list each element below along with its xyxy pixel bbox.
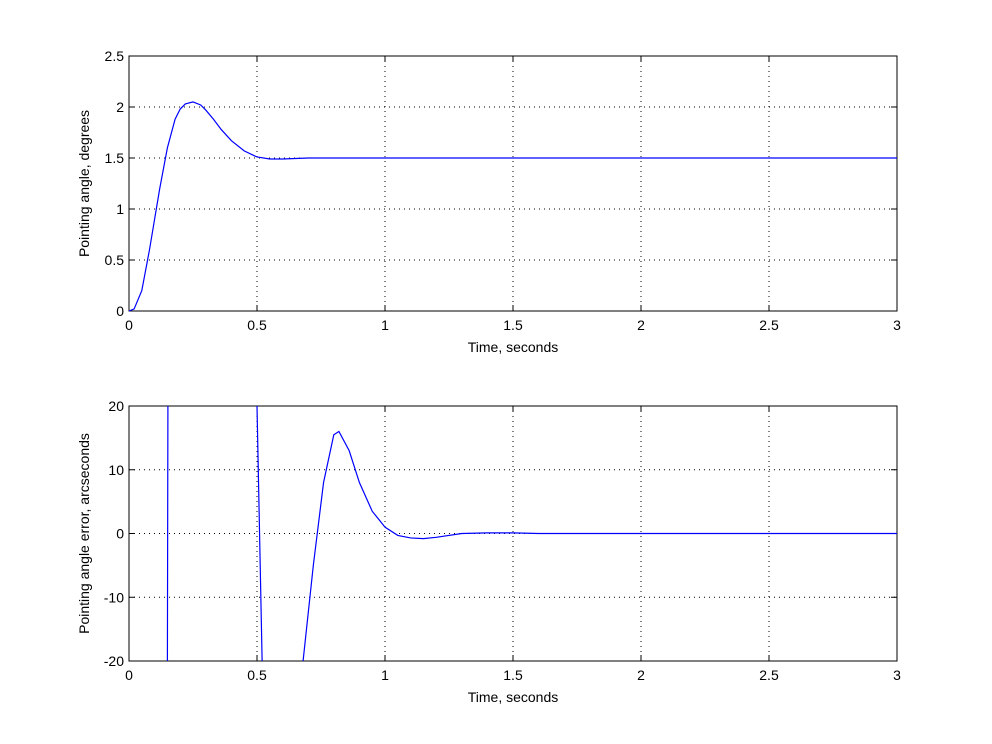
- axes-frame: [128, 55, 898, 312]
- y-tick-label: 2: [116, 99, 124, 115]
- x-tick-label: 2.5: [759, 317, 779, 333]
- x-tick-label: 2.5: [759, 667, 779, 683]
- x-tick-label: 3: [893, 667, 901, 683]
- data-line: [166, 405, 897, 662]
- x-tick-label: 1.5: [503, 667, 523, 683]
- x-tick-label: 1: [381, 317, 389, 333]
- y-axis-label: Pointing angle error, arcseconds: [76, 433, 92, 634]
- x-tick-label: 3: [893, 317, 901, 333]
- x-tick-label: 2: [637, 317, 645, 333]
- x-tick-label: 1.5: [503, 317, 523, 333]
- y-tick-label: 0: [116, 526, 124, 542]
- y-axis-label: Pointing angle, degrees: [76, 110, 92, 257]
- axes-background: [129, 56, 897, 311]
- y-tick-label: -20: [104, 653, 124, 669]
- x-tick-label: 1: [381, 667, 389, 683]
- x-tick-label: 0.5: [247, 667, 267, 683]
- x-tick-label: 0: [125, 317, 133, 333]
- y-tick-label: 0: [116, 303, 124, 319]
- y-tick-label: 1.5: [105, 150, 125, 166]
- y-tick-label: 0.5: [105, 252, 125, 268]
- x-tick-label: 0.5: [247, 317, 267, 333]
- x-tick-label: 2: [637, 667, 645, 683]
- y-tick-label: -10: [104, 589, 124, 605]
- y-tick-label: 10: [108, 462, 124, 478]
- data-line: [128, 101, 897, 312]
- y-tick-label: 20: [108, 398, 124, 414]
- x-axis-label: Time, seconds: [468, 339, 559, 355]
- y-tick-label: 1: [116, 201, 124, 217]
- x-axis-label: Time, seconds: [468, 689, 559, 705]
- x-tick-label: 0: [125, 667, 133, 683]
- y-tick-label: 2.5: [105, 48, 125, 64]
